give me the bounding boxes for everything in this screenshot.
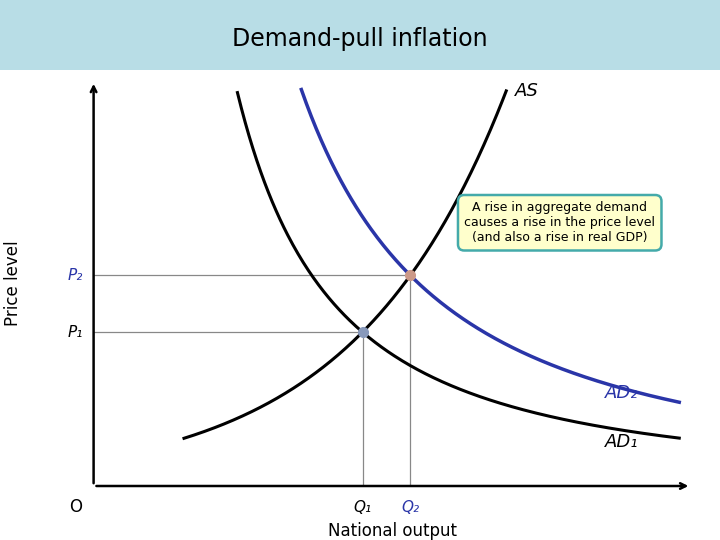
Text: O: O [68, 498, 81, 516]
Text: National output: National output [328, 523, 457, 540]
Text: AD₂: AD₂ [605, 384, 638, 402]
Text: A rise in aggregate demand
causes a rise in the price level
(and also a rise in : A rise in aggregate demand causes a rise… [464, 201, 655, 244]
Text: Q₂: Q₂ [401, 500, 419, 515]
Text: AD₁: AD₁ [605, 433, 638, 451]
Text: P₂: P₂ [68, 268, 83, 283]
Text: Price level: Price level [4, 241, 22, 326]
Text: P₁: P₁ [68, 325, 83, 340]
Text: AS: AS [516, 82, 539, 100]
Text: Demand-pull inflation: Demand-pull inflation [232, 26, 488, 51]
Text: Q₁: Q₁ [354, 500, 372, 515]
